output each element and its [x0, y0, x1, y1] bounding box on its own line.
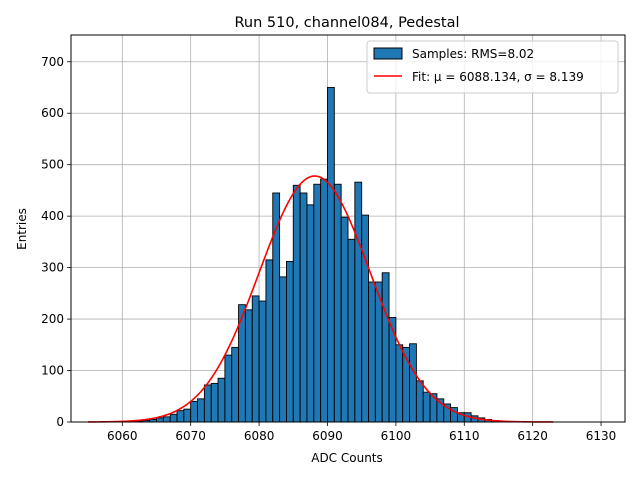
legend-histogram-swatch	[373, 47, 403, 60]
legend-fit-label: Fit: μ = 6088.134, σ = 8.139	[412, 70, 584, 84]
x-tick-label: 6060	[107, 429, 138, 443]
histogram-bar	[231, 346, 240, 423]
histogram-bar	[381, 272, 390, 423]
histogram-bar	[368, 281, 376, 423]
y-axis-label: Entries	[15, 208, 29, 250]
fit-curve-group	[88, 175, 554, 423]
histogram-bar	[395, 344, 404, 423]
x-tick-label: 6100	[381, 429, 412, 443]
histogram-bar	[244, 309, 253, 423]
legend-box	[366, 40, 619, 94]
histogram-bar	[285, 260, 294, 423]
x-tick-label: 6090	[312, 429, 343, 443]
y-tick-label: 600	[41, 106, 64, 120]
histogram-bar	[409, 343, 417, 423]
histogram-bar	[210, 382, 219, 423]
y-tick-label: 300	[41, 261, 64, 275]
fit-curve	[88, 175, 554, 423]
y-axis-ticks: 0 100 200 300 400 500 600 700	[41, 55, 71, 429]
legend: Samples: RMS=8.02 Fit: μ = 6088.134, σ =…	[366, 40, 619, 94]
histogram-bar	[313, 183, 322, 423]
x-tick-label: 6120	[517, 429, 548, 443]
histogram-bar	[320, 178, 328, 423]
histogram-bar	[183, 408, 192, 423]
histogram-bar	[156, 417, 164, 423]
histogram-bar	[361, 214, 369, 423]
histogram-bar	[258, 300, 267, 423]
x-axis-ticks: 6060 6070 6080 6090 6100 6110 6120 6130	[107, 422, 616, 443]
histogram-bar	[422, 391, 431, 423]
legend-histogram-label: Samples: RMS=8.02	[412, 47, 534, 61]
chart-title: Run 510, channel084, Pedestal	[234, 15, 459, 31]
histogram-bar	[347, 238, 356, 423]
histogram-bar	[333, 183, 342, 423]
histogram-bar	[292, 184, 301, 423]
histogram-bar	[203, 384, 212, 423]
y-tick-label: 500	[41, 158, 64, 172]
x-tick-label: 6110	[449, 429, 480, 443]
histogram-bar	[169, 413, 178, 423]
y-tick-label: 0	[56, 415, 64, 429]
histogram-bar	[415, 380, 424, 423]
histogram-bar	[279, 276, 287, 423]
x-tick-label: 6130	[586, 429, 617, 443]
x-tick-label: 6070	[175, 429, 206, 443]
plot-frame	[70, 34, 626, 423]
histogram-bar	[224, 354, 233, 423]
x-tick-label: 6080	[244, 429, 275, 443]
histogram-bar	[299, 192, 308, 423]
histogram-bar	[176, 410, 185, 423]
y-tick-label: 100	[41, 364, 64, 378]
histogram-bar	[190, 400, 198, 423]
histogram-bar	[306, 204, 315, 423]
y-tick-label: 400	[41, 209, 64, 223]
x-axis-label: ADC Counts	[311, 451, 383, 465]
histogram-bars	[121, 87, 520, 423]
histogram-bar	[327, 87, 335, 423]
histogram-bar	[162, 416, 171, 423]
y-tick-label: 200	[41, 312, 64, 326]
histogram-bar	[340, 216, 349, 423]
histogram-bar	[265, 259, 274, 423]
y-tick-label: 700	[41, 55, 64, 69]
histogram-bar	[197, 398, 205, 423]
histogram-bar	[354, 181, 363, 423]
histogram-bar	[251, 295, 260, 423]
histogram-bar	[217, 377, 226, 423]
